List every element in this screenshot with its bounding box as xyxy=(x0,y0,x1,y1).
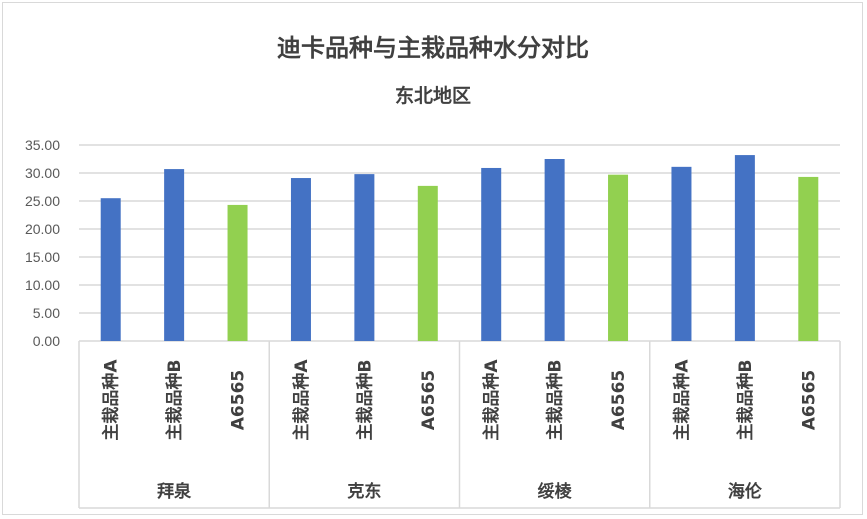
group-label: 拜泉 xyxy=(157,481,192,502)
bar-主栽品种A xyxy=(100,198,121,341)
bar-主栽品种B xyxy=(164,169,185,341)
y-tick-label: 15.00 xyxy=(25,249,60,265)
bar-主栽品种A xyxy=(290,178,311,341)
category-label: 主栽品种A xyxy=(671,359,692,441)
category-label: A6565 xyxy=(229,370,249,430)
y-tick-label: 30.00 xyxy=(25,165,60,181)
bar-A6565 xyxy=(798,176,819,341)
bar-主栽品种B xyxy=(734,155,755,341)
y-tick-label: 25.00 xyxy=(25,193,60,209)
group-label: 克东 xyxy=(347,481,381,502)
bar-A6565 xyxy=(417,185,438,341)
y-tick-label: 0.00 xyxy=(33,333,60,349)
chart-subtitle: 东北地区 xyxy=(395,84,471,107)
category-label: 主栽品种A xyxy=(101,359,122,441)
category-label: A6565 xyxy=(419,370,439,430)
bar-主栽品种B xyxy=(354,174,375,341)
bar-主栽品种B xyxy=(544,159,565,341)
bar-A6565 xyxy=(608,174,629,341)
y-tick-label: 5.00 xyxy=(33,305,60,321)
y-tick-label: 10.00 xyxy=(25,277,60,293)
y-tick-label: 35.00 xyxy=(25,137,60,153)
category-label: 主栽品种B xyxy=(354,360,375,441)
category-label: 主栽品种B xyxy=(545,360,566,441)
category-label: A6565 xyxy=(799,370,819,430)
chart-title: 迪卡品种与主栽品种水分对比 xyxy=(277,34,589,62)
bar-主栽品种A xyxy=(671,166,692,341)
group-label: 海伦 xyxy=(728,481,763,502)
category-label: A6565 xyxy=(609,370,629,430)
bar-A6565 xyxy=(227,204,248,341)
category-label: 主栽品种A xyxy=(291,359,312,441)
category-label: 主栽品种B xyxy=(164,360,185,441)
category-label: 主栽品种A xyxy=(481,359,502,441)
group-label: 绥棱 xyxy=(538,481,573,502)
bar-主栽品种A xyxy=(481,167,502,341)
y-tick-label: 20.00 xyxy=(25,221,60,237)
category-label: 主栽品种B xyxy=(735,360,756,441)
